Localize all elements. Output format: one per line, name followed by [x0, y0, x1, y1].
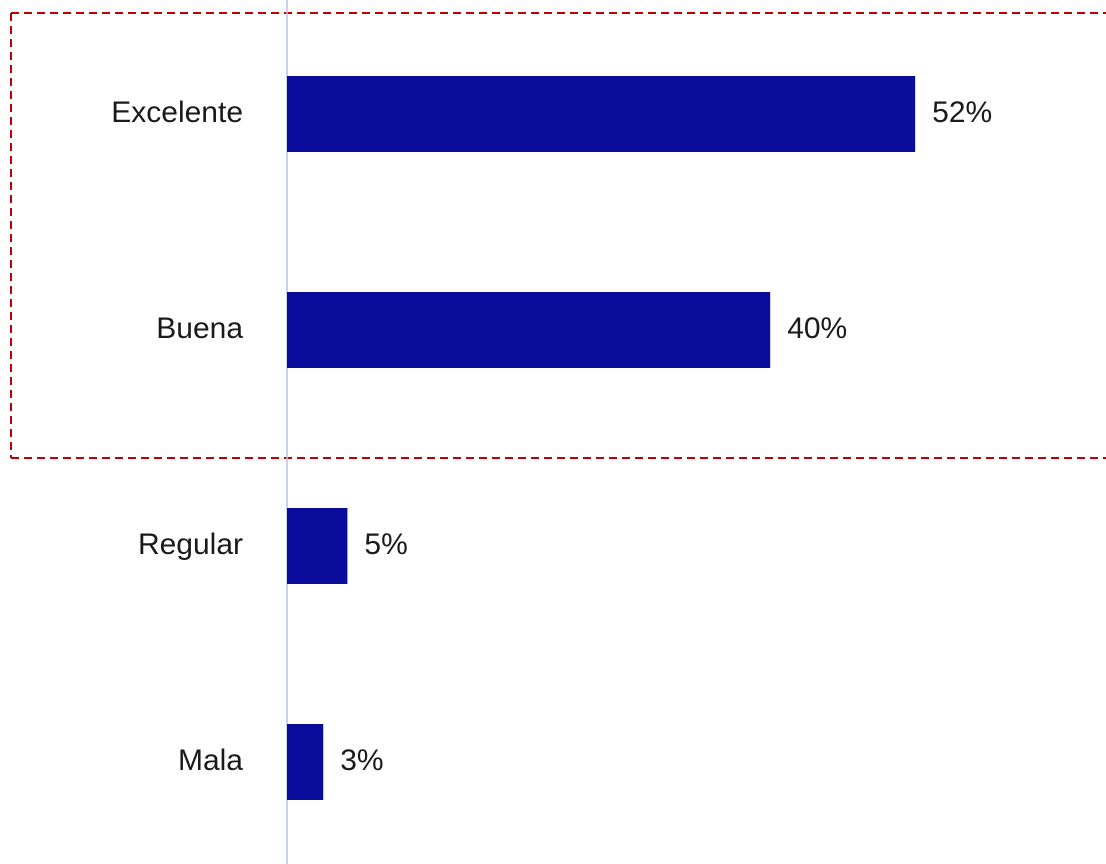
- value-label: 52%: [932, 96, 992, 129]
- highlight-box: [10, 12, 1106, 459]
- bar: [287, 76, 916, 152]
- value-label: 5%: [364, 528, 407, 561]
- value-label: 3%: [340, 744, 383, 777]
- value-label: 40%: [787, 312, 847, 345]
- category-label: Mala: [178, 744, 243, 777]
- category-label: Regular: [138, 528, 243, 561]
- bar: [287, 292, 771, 368]
- category-label: Buena: [156, 312, 243, 345]
- bar: [287, 724, 324, 800]
- category-label: Excelente: [111, 96, 243, 129]
- bar: [287, 508, 348, 584]
